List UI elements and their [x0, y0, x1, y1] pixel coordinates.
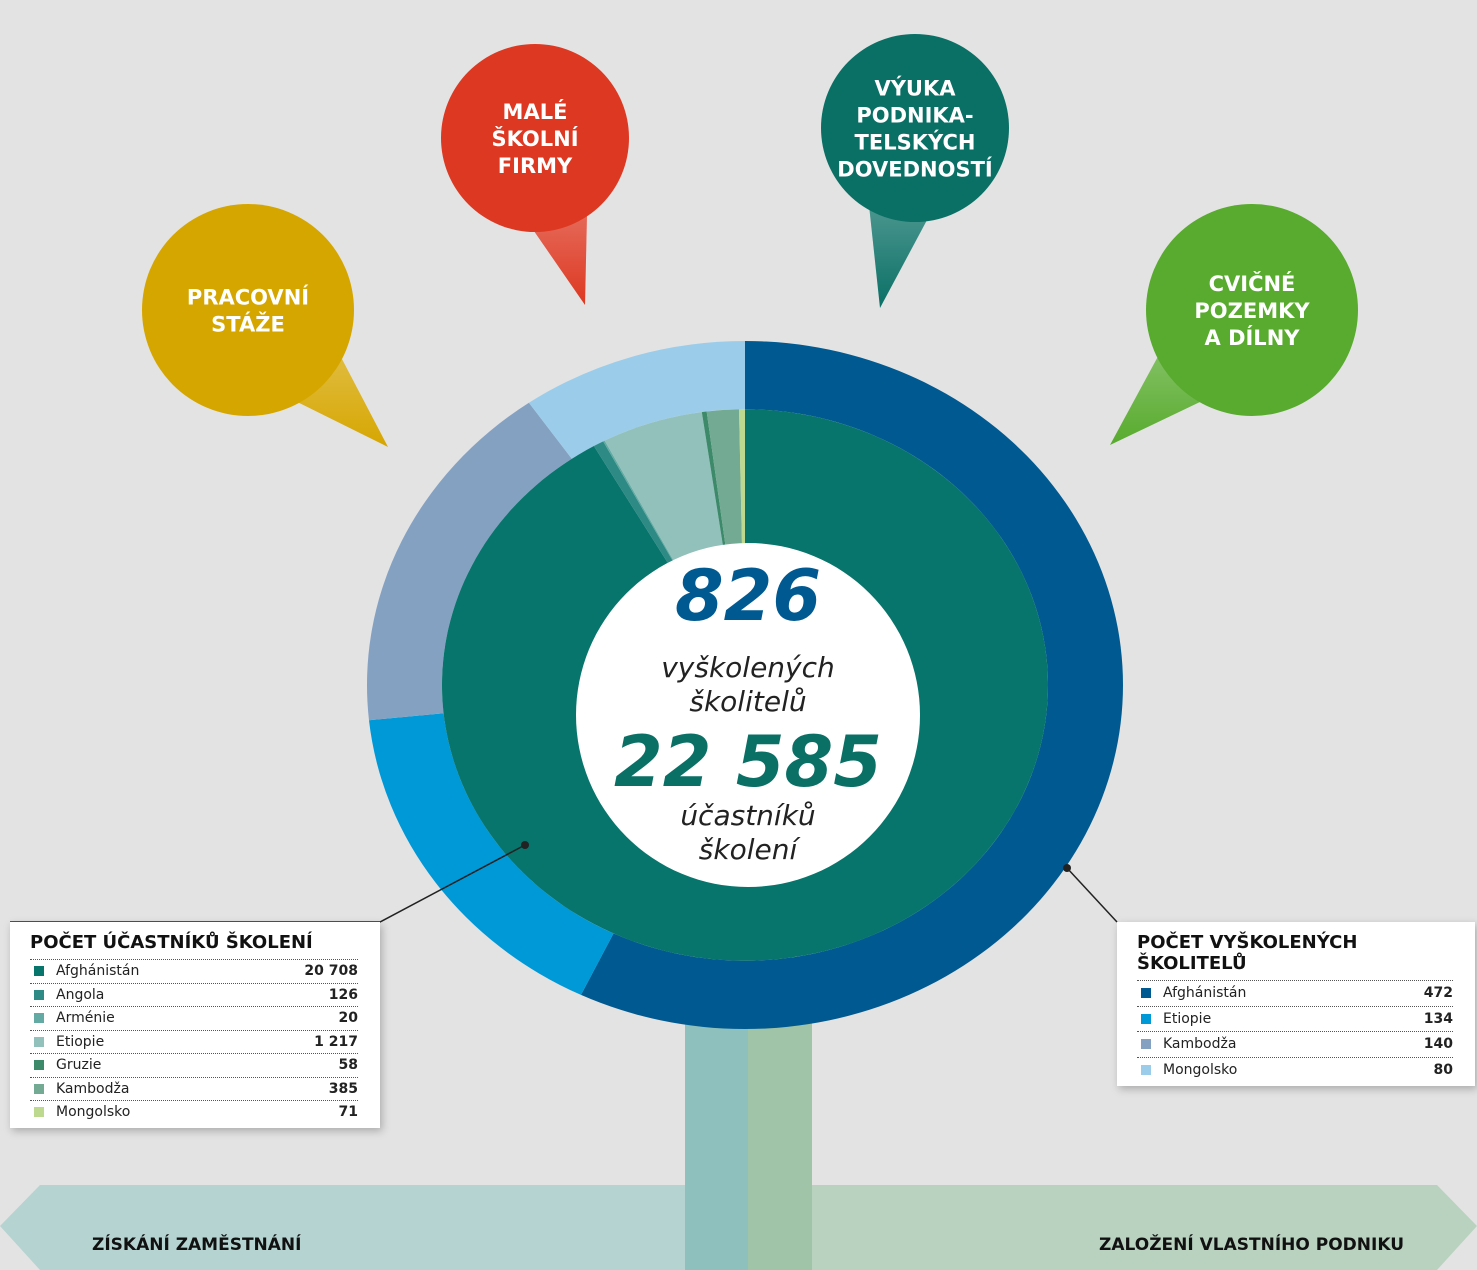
table-row: Gruzie 58	[30, 1053, 358, 1077]
right-arrow	[748, 1185, 1477, 1270]
country-value: 140	[1423, 1036, 1453, 1053]
donut-slice	[368, 713, 614, 995]
stem-right	[748, 1000, 812, 1270]
country-name: Mongolsko	[56, 1104, 131, 1121]
donut-slice	[528, 341, 745, 459]
bubble	[441, 44, 629, 232]
donut-slice	[367, 402, 572, 721]
table-title: POČET VYŠKOLENÝCH ŠKOLITELŮ	[1137, 932, 1358, 974]
bubble	[1146, 204, 1358, 416]
legend-swatch	[34, 1060, 44, 1071]
participants-total: 22 585	[614, 721, 882, 803]
trainers-total: 826	[675, 555, 821, 637]
stem-left	[685, 1000, 748, 1270]
legend-swatch	[1141, 1064, 1151, 1075]
country-value: 134	[1423, 1010, 1453, 1027]
trainers-text: školitelů	[689, 685, 806, 718]
country-name: Mongolsko	[1163, 1061, 1238, 1078]
country-value: 1 217	[314, 1033, 358, 1050]
table-title: POČET ÚČASTNÍKŮ ŠKOLENÍ	[30, 932, 313, 953]
legend-swatch	[34, 966, 44, 977]
participants-text: školení	[699, 833, 802, 866]
legend-swatch	[34, 1083, 44, 1094]
donut-slice	[580, 341, 1123, 1029]
bubble-text: FIRMY	[498, 154, 573, 178]
bubble-text: CVIČNÉ	[1209, 271, 1296, 296]
country-name: Angola	[56, 986, 105, 1003]
legend-swatch	[34, 1013, 44, 1024]
center-circle	[576, 543, 920, 887]
table-row: Angola 126	[30, 982, 358, 1007]
country-value: 80	[1433, 1061, 1453, 1078]
country-value: 385	[328, 1080, 358, 1097]
table-row: Mongolsko 71	[30, 1100, 358, 1124]
country-value: 126	[328, 986, 358, 1003]
leader-dot	[1063, 864, 1071, 872]
bubble-text: ŠKOLNÍ	[491, 126, 578, 151]
country-value: 472	[1423, 985, 1453, 1002]
legend-swatch	[1141, 988, 1151, 999]
left-arrow	[0, 1185, 748, 1270]
table-row: Kambodža 140	[1137, 1031, 1453, 1057]
bubble	[142, 204, 354, 416]
footer-right: ZALOŽENÍ VLASTNÍHO PODNIKU	[1099, 1233, 1404, 1255]
bubble-text: STÁŽE	[211, 312, 285, 337]
country-value: 71	[338, 1104, 358, 1121]
legend-swatch	[1141, 1039, 1151, 1050]
country-value: 20	[338, 1010, 358, 1027]
legend-swatch	[34, 989, 44, 1000]
bubble-text: POZEMKY	[1194, 299, 1310, 323]
country-value: 20 708	[304, 963, 358, 980]
participants-table: POČET ÚČASTNÍKŮ ŠKOLENÍ Afghánistán 20 708…	[10, 922, 380, 1128]
bubble-text: PRACOVNÍ	[187, 285, 309, 310]
table-row: Afghánistán 20 708	[30, 959, 358, 983]
table-row: Kambodža 385	[30, 1076, 358, 1101]
background-shapes	[0, 1000, 1477, 1270]
country-name: Afghánistán	[1163, 985, 1247, 1002]
country-name: Afghánistán	[56, 963, 140, 980]
country-name: Kambodža	[56, 1080, 130, 1097]
legend-swatch	[34, 1036, 44, 1047]
leader-dot	[521, 841, 529, 849]
bubble-text: A DÍLNY	[1205, 325, 1301, 350]
legend-swatch	[34, 1107, 44, 1118]
bubble	[821, 34, 1009, 222]
footer-left: ZÍSKÁNÍ ZAMĚSTNÁNÍ	[92, 1233, 302, 1255]
table-row: Arménie 20	[30, 1006, 358, 1030]
table-row: Mongolsko 80	[1137, 1056, 1453, 1083]
country-name: Gruzie	[56, 1057, 102, 1074]
country-name: Etiopie	[1163, 1010, 1212, 1027]
participants-text: účastníků	[680, 799, 815, 832]
legend-swatch	[1141, 1013, 1151, 1024]
bubble-text: VÝUKA	[874, 76, 956, 101]
country-value: 58	[338, 1057, 358, 1074]
bubble-text: MALÉ	[503, 99, 568, 124]
bubble-text: DOVEDNOSTÍ	[837, 157, 993, 182]
bubble-text: PODNIKA-	[856, 104, 973, 128]
trainers-text: vyškolených	[661, 651, 835, 684]
country-name: Kambodža	[1163, 1036, 1237, 1053]
country-name: Arménie	[56, 1010, 115, 1027]
trainers-table: POČET VYŠKOLENÝCH ŠKOLITELŮ Afghánistán 47…	[1117, 922, 1475, 1086]
table-row: Etiopie 1 217	[30, 1029, 358, 1054]
bubble-text: TELSKÝCH	[855, 130, 976, 155]
table-row: Afghánistán 472	[1137, 980, 1453, 1006]
table-row: Etiopie 134	[1137, 1005, 1453, 1032]
country-name: Etiopie	[56, 1033, 105, 1050]
leader-line	[1066, 867, 1118, 923]
